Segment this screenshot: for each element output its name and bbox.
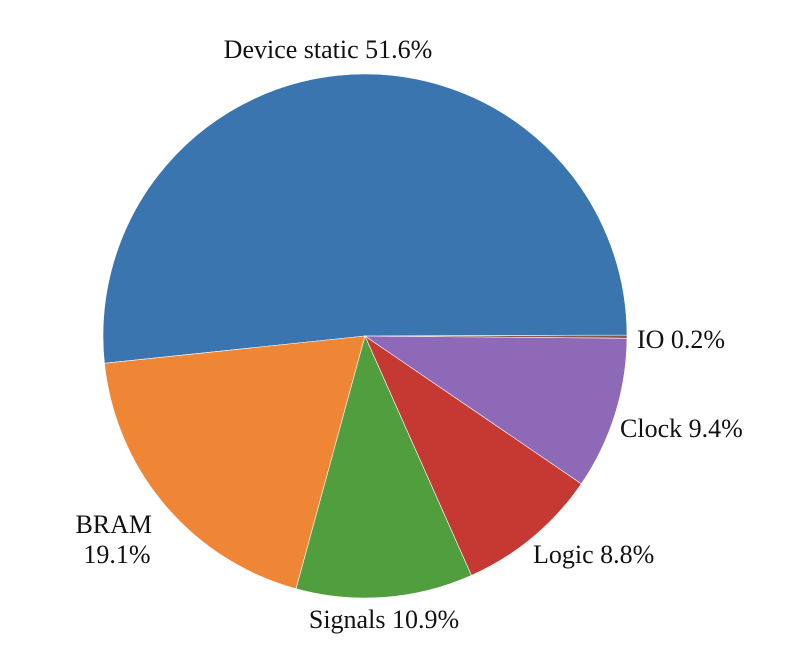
slice-device-static (102, 73, 628, 364)
pie-slices (102, 73, 628, 599)
slice-clock (364, 335, 628, 485)
slice-signals (295, 335, 472, 599)
slice-bram (104, 335, 366, 590)
label-device-static: Device static 51.6% (224, 35, 433, 64)
label-clock: Clock 9.4% (620, 414, 743, 443)
label-bram-percent: 19.1% (83, 540, 150, 569)
pie-labels: Device static 51.6% IO 0.2% Clock 9.4% B… (75, 35, 742, 634)
label-io: IO 0.2% (637, 325, 725, 354)
label-bram-name: BRAM (75, 510, 152, 539)
label-bram: BRAM 19.1% (75, 510, 158, 569)
label-logic: Logic 8.8% (533, 540, 654, 569)
label-signals: Signals 10.9% (309, 605, 459, 634)
slice-logic (364, 335, 582, 576)
